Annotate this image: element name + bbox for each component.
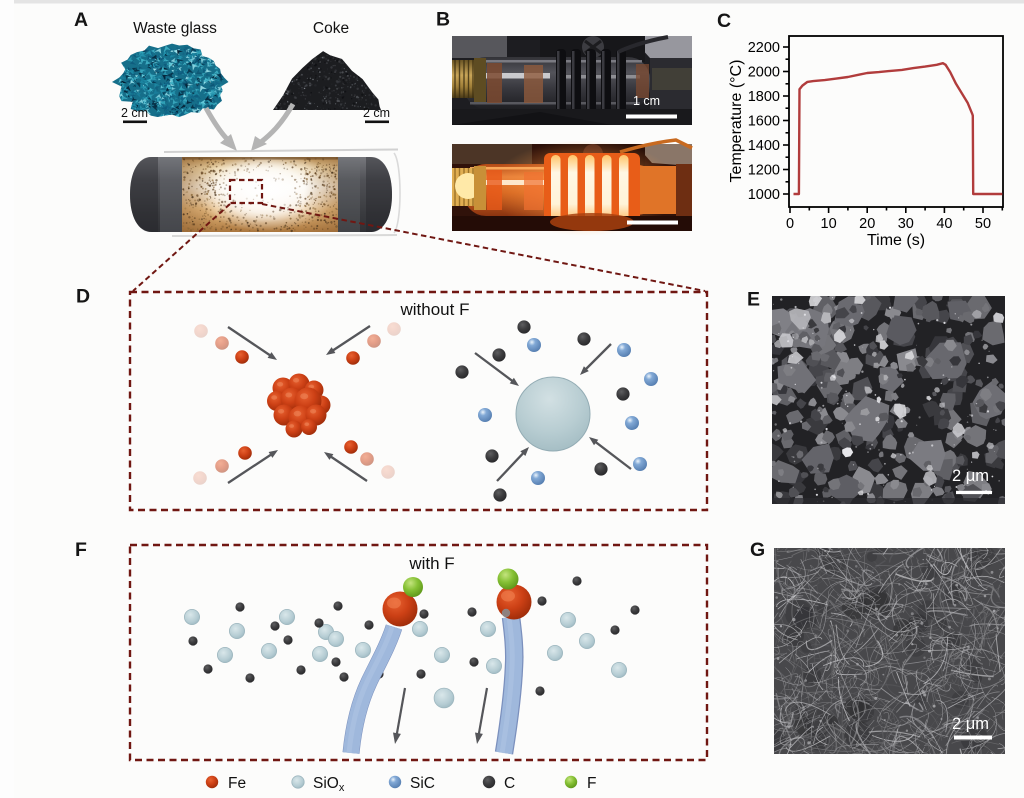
svg-text:Time (s): Time (s) bbox=[867, 232, 925, 249]
svg-text:2200: 2200 bbox=[748, 40, 780, 56]
svg-text:with F: with F bbox=[408, 554, 454, 573]
svg-text:D: D bbox=[76, 286, 90, 308]
svg-text:SiOx: SiOx bbox=[313, 775, 345, 794]
svg-text:1 cm: 1 cm bbox=[633, 94, 660, 108]
svg-text:G: G bbox=[750, 539, 765, 561]
svg-text:50: 50 bbox=[975, 216, 991, 232]
svg-text:2 μm: 2 μm bbox=[952, 467, 989, 485]
svg-text:2 cm: 2 cm bbox=[121, 106, 148, 120]
svg-text:Coke: Coke bbox=[313, 20, 349, 37]
svg-text:2000: 2000 bbox=[748, 65, 780, 81]
svg-text:B: B bbox=[436, 9, 450, 31]
svg-text:E: E bbox=[747, 289, 760, 311]
svg-text:F: F bbox=[587, 775, 596, 792]
svg-text:A: A bbox=[74, 9, 88, 31]
svg-text:1600: 1600 bbox=[748, 114, 780, 130]
svg-text:1000: 1000 bbox=[748, 187, 780, 203]
svg-text:0: 0 bbox=[786, 216, 794, 232]
svg-text:1400: 1400 bbox=[748, 138, 780, 154]
svg-text:40: 40 bbox=[936, 216, 952, 232]
svg-text:2 μm: 2 μm bbox=[952, 715, 989, 733]
svg-text:30: 30 bbox=[898, 216, 914, 232]
svg-text:2 cm: 2 cm bbox=[363, 106, 390, 120]
svg-text:20: 20 bbox=[859, 216, 875, 232]
svg-text:Fe: Fe bbox=[228, 775, 246, 792]
svg-text:C: C bbox=[504, 775, 515, 792]
svg-text:Waste glass: Waste glass bbox=[133, 20, 217, 37]
svg-text:SiC: SiC bbox=[410, 775, 435, 792]
svg-text:1200: 1200 bbox=[748, 163, 780, 179]
svg-text:Temperature (°C): Temperature (°C) bbox=[728, 60, 745, 183]
svg-text:F: F bbox=[75, 539, 87, 561]
svg-text:without F: without F bbox=[400, 300, 470, 319]
svg-text:C: C bbox=[717, 10, 731, 32]
svg-text:1800: 1800 bbox=[748, 89, 780, 105]
svg-text:10: 10 bbox=[821, 216, 837, 232]
